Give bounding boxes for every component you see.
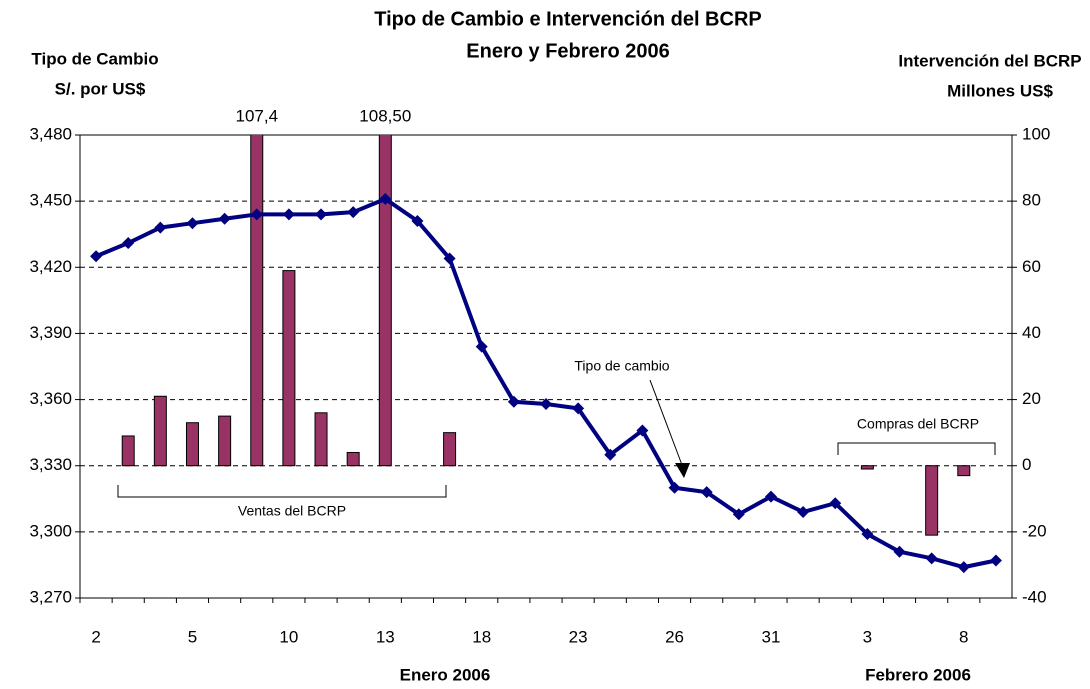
x-group-label: Febrero 2006 xyxy=(865,665,971,684)
x-group-label: Enero 2006 xyxy=(400,665,491,684)
bar xyxy=(153,395,167,467)
marker xyxy=(668,481,681,494)
x-tick-label: 26 xyxy=(665,627,684,646)
line xyxy=(95,196,997,570)
bar xyxy=(121,435,135,467)
y-tick-label: 3,450 xyxy=(29,191,72,210)
y2-tick-label: 40 xyxy=(1022,323,1041,342)
bar xyxy=(250,135,264,467)
x-tick-label: 23 xyxy=(569,627,588,646)
y2-axis-title: Intervención del BCRP xyxy=(898,51,1081,70)
bar xyxy=(218,415,232,467)
annotation: Tipo de cambio xyxy=(574,358,669,374)
chart-subtitle: Enero y Febrero 2006 xyxy=(466,40,669,62)
marker xyxy=(443,252,456,265)
marker xyxy=(700,486,713,499)
y2-tick-label: 20 xyxy=(1022,389,1041,408)
marker xyxy=(122,237,135,250)
y-tick-label: 3,270 xyxy=(29,587,72,606)
bracket xyxy=(117,485,447,498)
marker xyxy=(186,217,199,230)
bar xyxy=(314,412,328,467)
marker xyxy=(636,424,649,437)
y2-tick-label: -40 xyxy=(1022,587,1047,606)
x-tick-label: 10 xyxy=(279,627,298,646)
annotation: Compras del BCRP xyxy=(857,416,979,432)
bar xyxy=(282,270,296,467)
marker xyxy=(989,554,1002,567)
y2-tick-label: 80 xyxy=(1022,191,1041,210)
marker xyxy=(282,208,295,221)
y-tick-label: 3,420 xyxy=(29,257,72,276)
marker xyxy=(797,506,810,519)
marker xyxy=(411,214,424,227)
bar xyxy=(378,135,392,467)
chart-title: Tipo de Cambio e Intervención del BCRP xyxy=(374,8,761,30)
bracket xyxy=(837,442,996,455)
x-tick-label: 31 xyxy=(762,627,781,646)
marker xyxy=(764,490,777,503)
marker xyxy=(925,552,938,565)
bar xyxy=(925,465,939,536)
marker xyxy=(604,448,617,461)
marker xyxy=(475,340,488,353)
x-tick-label: 8 xyxy=(959,627,968,646)
arrow xyxy=(649,379,683,466)
y2-tick-label: 60 xyxy=(1022,257,1041,276)
marker xyxy=(315,208,328,221)
marker xyxy=(154,221,167,234)
marker xyxy=(861,528,874,541)
x-tick-label: 2 xyxy=(91,627,100,646)
bar xyxy=(346,451,360,467)
marker xyxy=(893,545,906,558)
bar xyxy=(185,422,199,467)
value-label: 108,50 xyxy=(359,106,411,125)
marker xyxy=(218,212,231,225)
annotation: Ventas del BCRP xyxy=(238,503,346,519)
y2-tick-label: 100 xyxy=(1022,124,1050,143)
y-tick-label: 3,390 xyxy=(29,323,72,342)
marker xyxy=(507,395,520,408)
marker xyxy=(957,561,970,574)
marker xyxy=(732,508,745,521)
y2-tick-label: 0 xyxy=(1022,455,1031,474)
bar xyxy=(860,465,874,470)
marker xyxy=(540,397,552,410)
marker xyxy=(347,206,360,219)
x-tick-label: 18 xyxy=(472,627,491,646)
marker xyxy=(90,250,103,263)
x-tick-label: 5 xyxy=(188,627,197,646)
y-tick-label: 3,330 xyxy=(29,455,72,474)
value-label: 107,4 xyxy=(235,106,278,125)
y-tick-label: 3,480 xyxy=(29,124,72,143)
marker xyxy=(379,192,392,205)
x-tick-label: 3 xyxy=(863,627,872,646)
marker xyxy=(250,208,263,221)
y2-axis-unit: Millones US$ xyxy=(947,81,1053,100)
bar xyxy=(957,465,971,477)
x-tick-label: 13 xyxy=(376,627,395,646)
marker xyxy=(572,402,585,415)
arrow-head xyxy=(675,463,690,478)
y-tick-label: 3,300 xyxy=(29,521,72,540)
y2-tick-label: -20 xyxy=(1022,521,1047,540)
bar xyxy=(443,432,457,467)
plot-frame xyxy=(79,134,1013,599)
y-tick-label: 3,360 xyxy=(29,389,72,408)
marker xyxy=(829,497,842,510)
y-axis-title: Tipo de Cambio xyxy=(31,49,158,68)
y-axis-unit: S/. por US$ xyxy=(55,79,146,98)
